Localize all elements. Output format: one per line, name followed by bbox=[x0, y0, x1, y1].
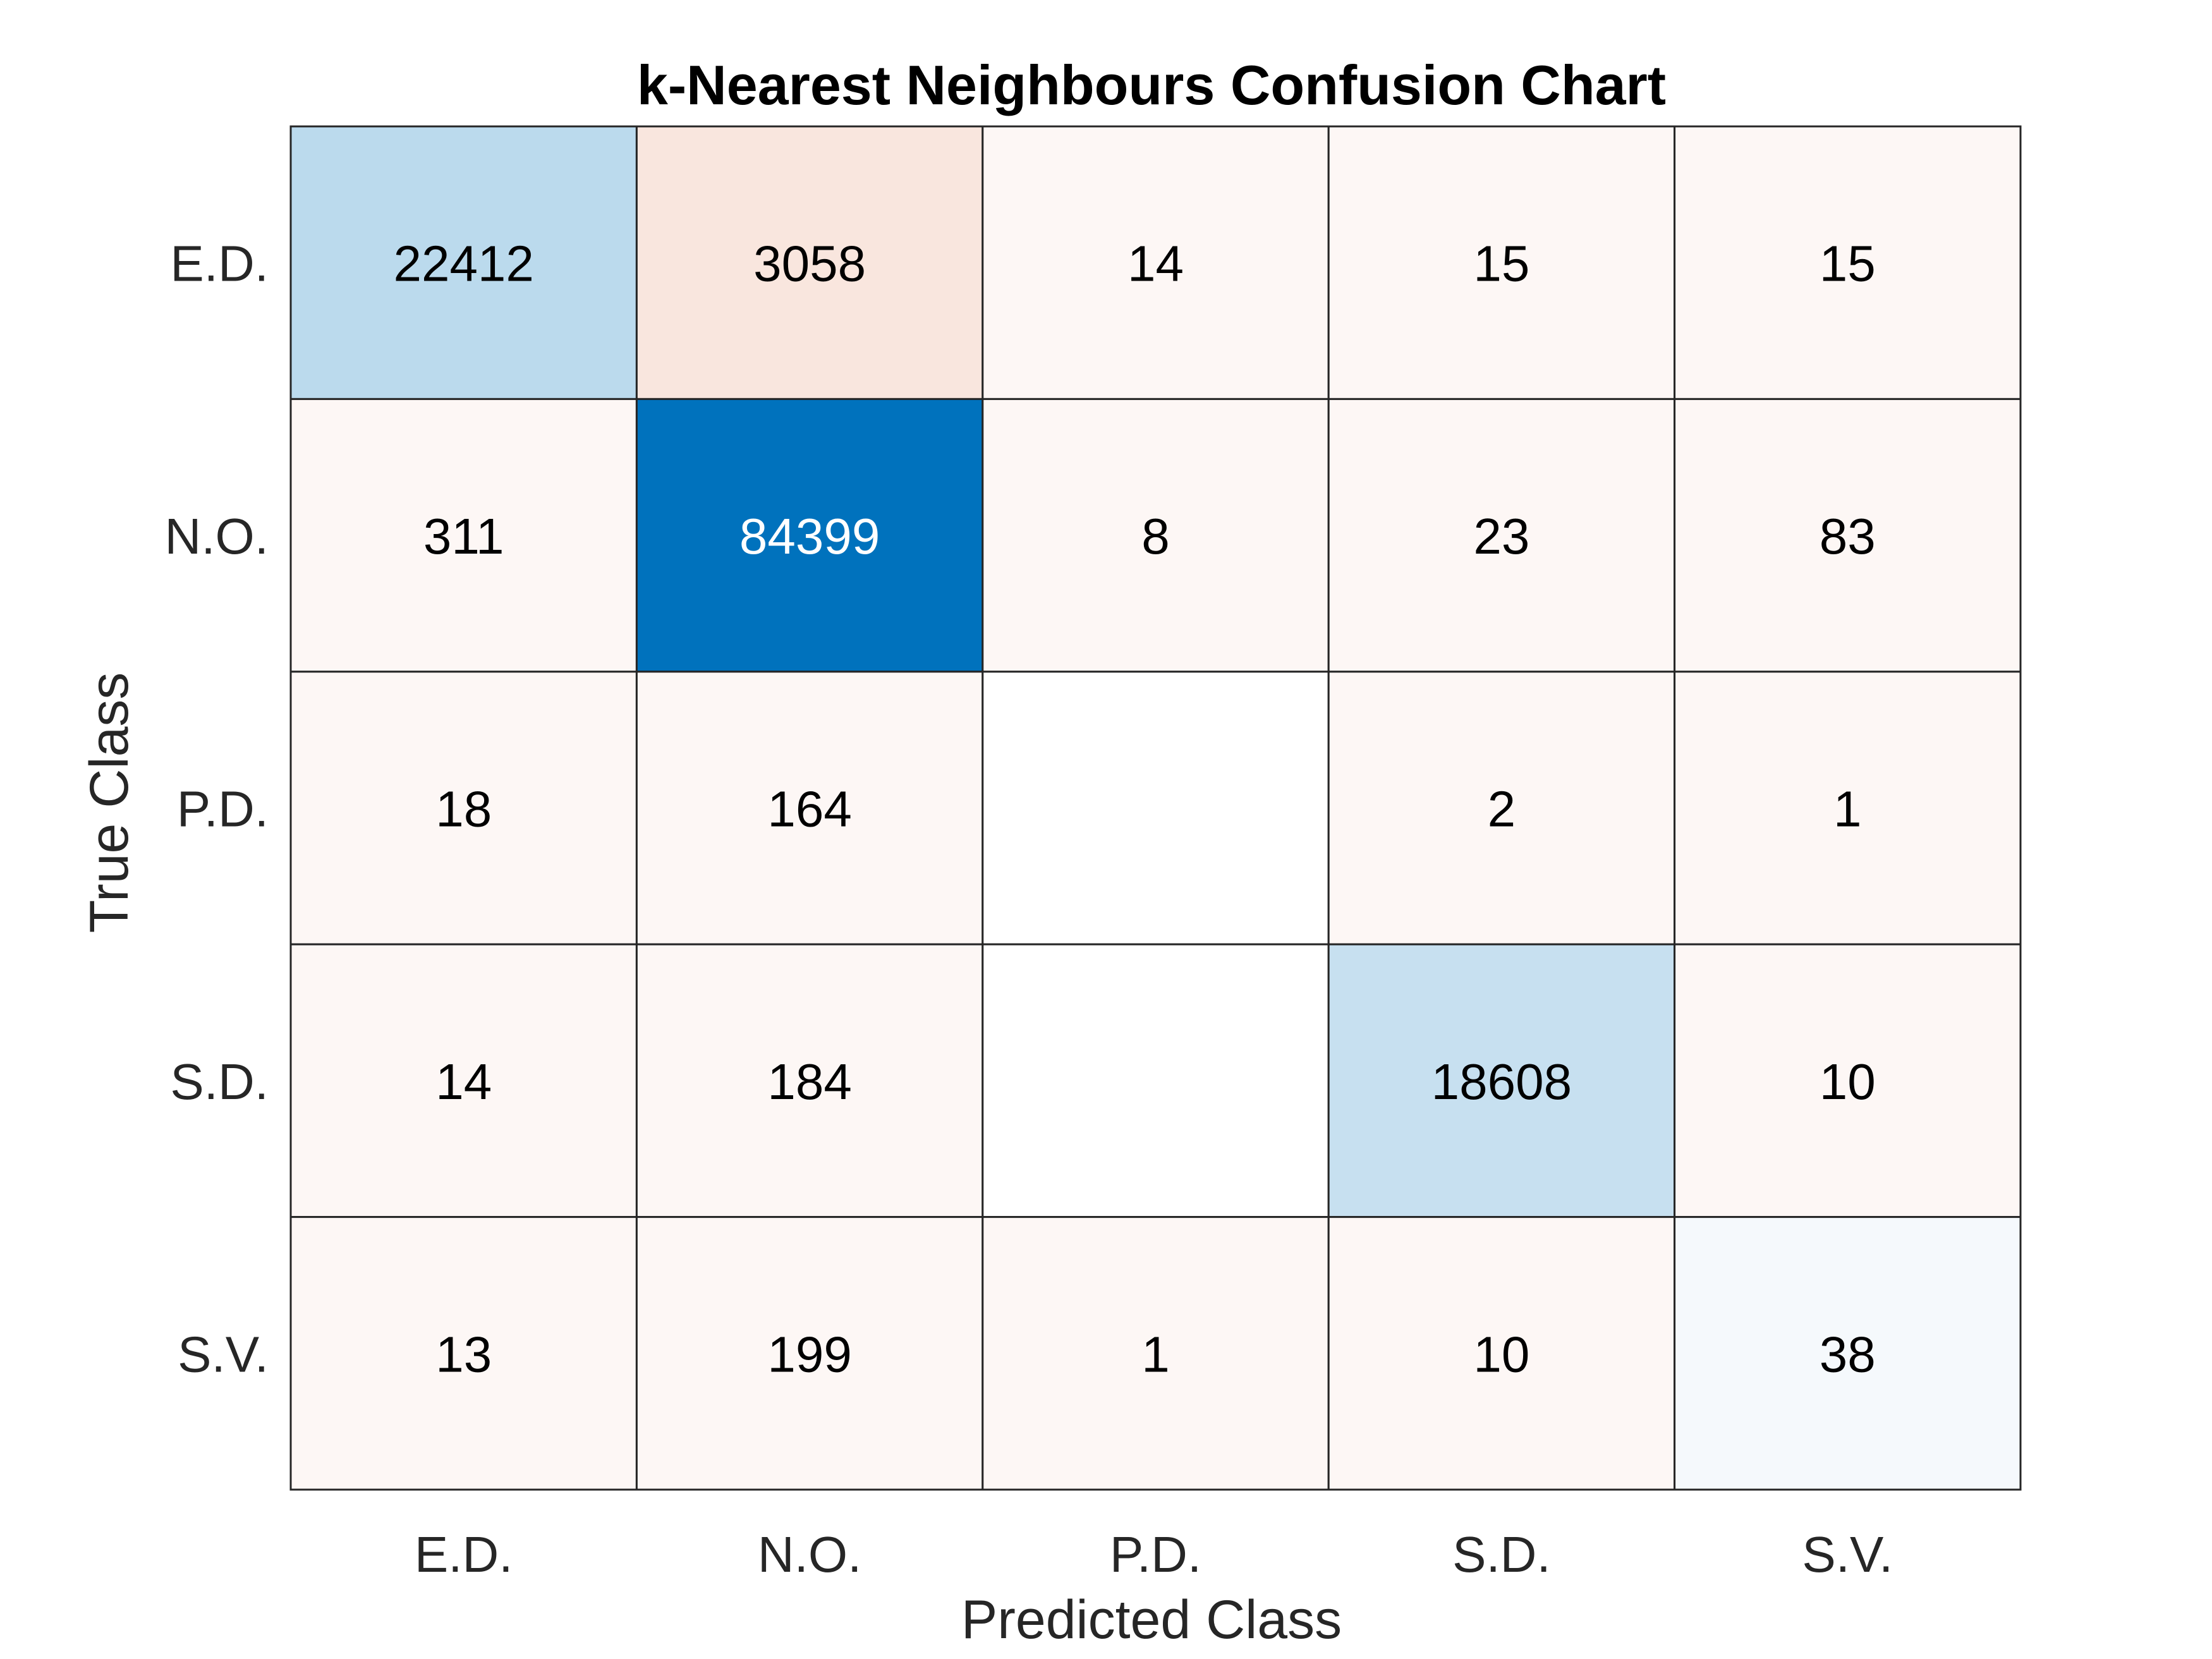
cell-values: 22412 3058 14 15 15 311 84399 8 23 83 18 164 2 1 14 184… bbox=[393, 236, 1875, 1383]
heatmap-cell-2-4 bbox=[1674, 671, 2022, 945]
x-tick-label-3: S.D. bbox=[1452, 1526, 1551, 1583]
heatmap-cell-1-2 bbox=[981, 398, 1330, 673]
x-tick-label-4: S.V. bbox=[1802, 1526, 1893, 1583]
heatmap-cell-3-2 bbox=[981, 943, 1330, 1218]
cell-value-2-3: 2 bbox=[1488, 781, 1516, 837]
cell-value-4-2: 1 bbox=[1141, 1326, 1170, 1382]
heatmap-cell-1-0 bbox=[289, 398, 638, 673]
y-tick-label-4: S.V. bbox=[178, 1326, 269, 1382]
cell-value-3-4: 10 bbox=[1820, 1054, 1876, 1110]
cell-value-2-4: 1 bbox=[1833, 781, 1862, 837]
heatmap-cell-4-4 bbox=[1674, 1216, 2022, 1491]
cell-value-3-0: 14 bbox=[435, 1054, 492, 1110]
heatmap-cell-0-4 bbox=[1674, 125, 2022, 400]
heatmap-cell-3-1 bbox=[635, 943, 984, 1218]
cell-value-1-3: 23 bbox=[1473, 508, 1529, 564]
heatmap-cell-0-1 bbox=[635, 125, 984, 400]
heatmap-cell-0-0 bbox=[289, 125, 638, 400]
heatmap-cell-1-1 bbox=[635, 398, 984, 673]
y-tick-labels: E.D. N.O. P.D. S.D. S.V. bbox=[165, 236, 269, 1383]
cell-value-4-0: 13 bbox=[435, 1326, 492, 1382]
cell-value-3-3: 18608 bbox=[1431, 1054, 1572, 1110]
cell-value-0-2: 14 bbox=[1127, 236, 1184, 292]
heatmap-cell-3-0 bbox=[289, 943, 638, 1218]
cell-value-1-2: 8 bbox=[1141, 508, 1170, 564]
x-tick-label-2: P.D. bbox=[1110, 1526, 1201, 1583]
heatmap-cell-4-3 bbox=[1327, 1216, 1676, 1491]
cell-value-4-4: 38 bbox=[1820, 1326, 1876, 1382]
chart-title: k-Nearest Neighbours Confusion Chart bbox=[637, 54, 1666, 116]
x-tick-label-0: E.D. bbox=[415, 1526, 513, 1583]
cell-value-4-1: 199 bbox=[767, 1326, 851, 1382]
heatmap-cell-4-2 bbox=[981, 1216, 1330, 1491]
y-axis-label: True Class bbox=[79, 672, 140, 933]
heatmap-cell-4-1 bbox=[635, 1216, 984, 1491]
cell-value-1-1: 84399 bbox=[739, 508, 880, 564]
heatmap-cell-0-3 bbox=[1327, 125, 1676, 400]
heatmap-cells bbox=[289, 125, 2022, 1491]
cell-value-1-4: 83 bbox=[1820, 508, 1876, 564]
x-axis-label: Predicted Class bbox=[961, 1589, 1342, 1650]
heatmap-cell-0-2 bbox=[981, 125, 1330, 400]
cell-value-0-3: 15 bbox=[1473, 236, 1529, 292]
cell-value-2-0: 18 bbox=[435, 781, 492, 837]
heatmap-cell-3-3 bbox=[1327, 943, 1676, 1218]
y-tick-label-1: N.O. bbox=[165, 508, 269, 564]
heatmap-cell-3-4 bbox=[1674, 943, 2022, 1218]
cell-value-0-4: 15 bbox=[1820, 236, 1876, 292]
cell-value-0-0: 22412 bbox=[393, 236, 533, 292]
y-tick-label-3: S.D. bbox=[170, 1054, 269, 1110]
heatmap-cell-2-2 bbox=[981, 671, 1330, 945]
heatmap-cell-4-0 bbox=[289, 1216, 638, 1491]
y-tick-label-0: E.D. bbox=[170, 236, 269, 292]
x-tick-label-1: N.O. bbox=[758, 1526, 861, 1583]
y-tick-label-2: P.D. bbox=[177, 781, 269, 837]
heatmap-cell-1-4 bbox=[1674, 398, 2022, 673]
heatmap-cell-2-1 bbox=[635, 671, 984, 945]
cell-value-4-3: 10 bbox=[1473, 1326, 1529, 1382]
x-tick-labels: E.D. N.O. P.D. S.D. S.V. bbox=[415, 1526, 1893, 1583]
cell-value-1-0: 311 bbox=[423, 508, 504, 564]
cell-value-3-1: 184 bbox=[767, 1054, 851, 1110]
heatmap-cell-2-3 bbox=[1327, 671, 1676, 945]
cell-value-0-1: 3058 bbox=[753, 236, 866, 292]
cell-value-2-1: 164 bbox=[767, 781, 851, 837]
